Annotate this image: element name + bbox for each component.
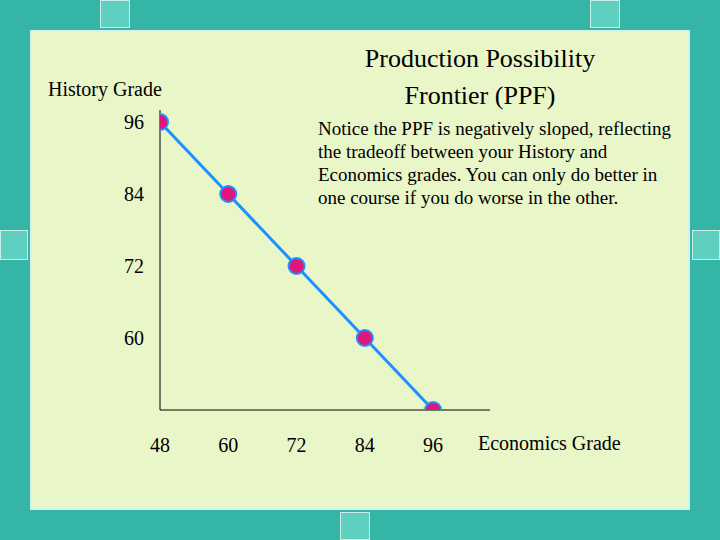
svg-text:60: 60 [124,327,144,349]
svg-text:84: 84 [124,183,144,205]
html-text:History Grade: History Grade [48,78,162,100]
svg-text:96: 96 [124,111,144,133]
html-text:Notice the PPF is negatively s: Notice the PPF is negatively sloped, ref… [318,118,671,208]
svg-text:96: 96 [423,434,443,456]
html-text:Economics Grade: Economics Grade [478,432,621,454]
svg-text:72: 72 [287,434,307,456]
svg-text:84: 84 [355,434,375,456]
svg-text:48: 48 [150,434,170,456]
svg-text:72: 72 [124,255,144,277]
html-text:Production Possibility Frontie: Production Possibility Frontier (PPF) [364,44,596,110]
svg-text:60: 60 [218,434,238,456]
